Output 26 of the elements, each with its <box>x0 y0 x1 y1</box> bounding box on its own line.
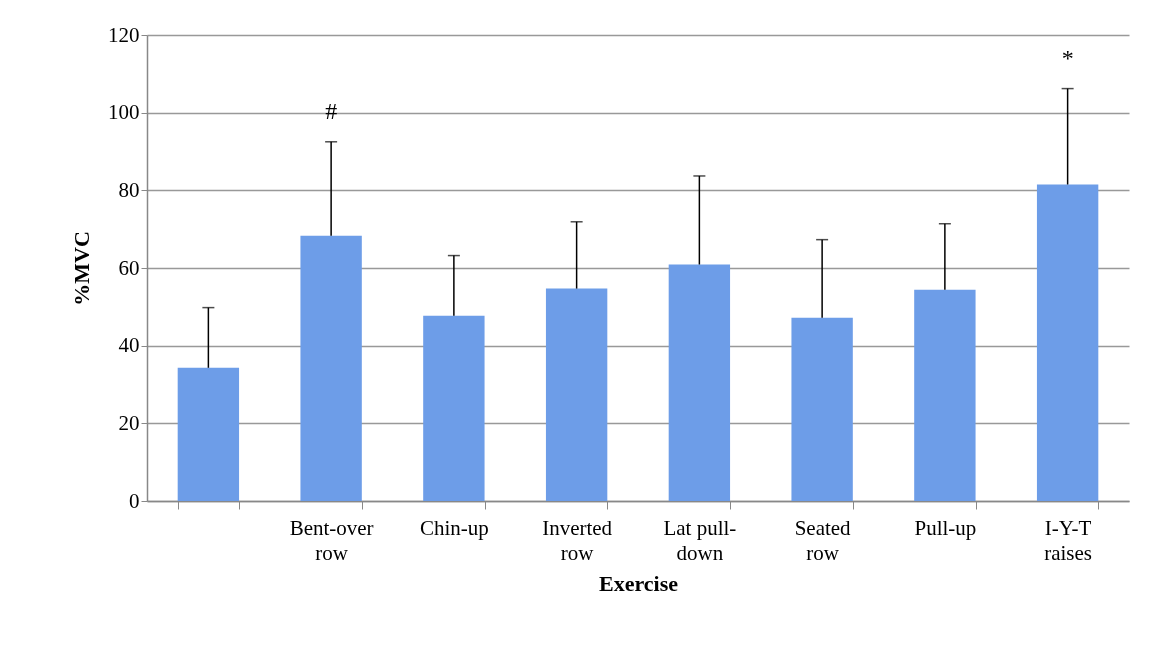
y-tick-label: 100 <box>108 100 140 125</box>
y-tick-label: 60 <box>118 255 140 280</box>
y-tick-label: 120 <box>108 22 140 47</box>
bar <box>791 317 853 501</box>
x-tick-label: Chin-up <box>419 515 489 540</box>
bar <box>914 289 976 501</box>
x-tick-label: I-Y-T raises <box>1044 515 1093 565</box>
bar <box>300 235 362 501</box>
y-tick-label: 80 <box>118 177 140 202</box>
x-tick-label: Pull-up <box>914 515 977 540</box>
y-tick-label: 20 <box>118 410 140 435</box>
x-tick-label: Lat pull-down <box>663 515 737 565</box>
bar <box>668 264 731 501</box>
y-tick-label: 40 <box>118 333 140 358</box>
bar <box>545 288 608 501</box>
bar <box>1036 184 1099 501</box>
annotation: # <box>325 97 338 124</box>
bar <box>423 315 485 501</box>
x-tick-label: Inverted row <box>542 515 613 565</box>
y-tick-label: 0 <box>129 488 140 513</box>
x-axis-title: Exercise <box>598 570 679 596</box>
y-axis-title: %MVC <box>69 231 94 306</box>
annotation: * <box>1061 44 1074 71</box>
x-tick-label: Seated row <box>794 515 852 565</box>
x-tick-label: Bent-over row <box>289 515 374 565</box>
bar <box>177 367 240 501</box>
